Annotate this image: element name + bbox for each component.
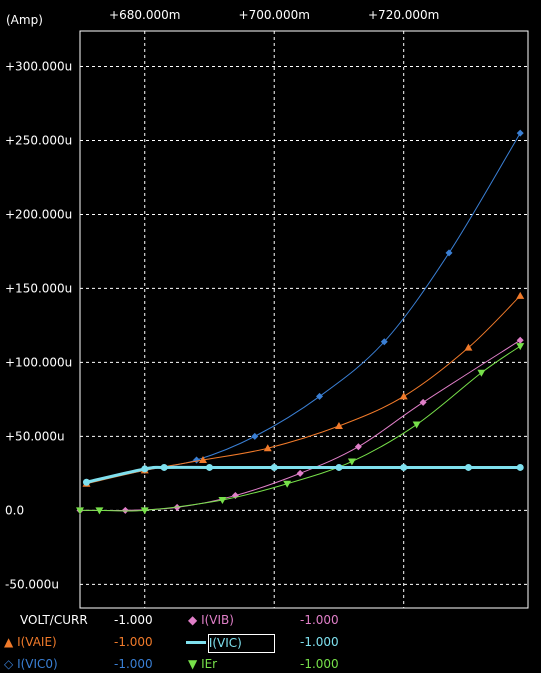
legend-item-ier[interactable]: ▼ IEr [188,657,217,671]
data-point [76,507,84,515]
data-point [516,129,524,137]
data-point [251,432,259,440]
legend-item-value: -1.000 [114,635,153,649]
data-point [412,421,421,429]
data-point [477,369,486,377]
data-point [205,463,213,471]
grid-lines [80,31,528,608]
y-tick-label: +50.000u [5,429,65,443]
y-tick-label: +100.000u [5,355,72,369]
data-point [399,392,408,400]
data-point [218,496,227,504]
y-axis: +300.000u +250.000u +200.000u +150.000u +100… [5,60,72,592]
data-point [316,392,324,400]
series-ivic [82,463,524,486]
plot-area[interactable] [79,30,529,609]
data-point [354,443,362,451]
legend-item-value: -1.000 [300,635,339,649]
data-point [464,463,472,471]
legend-item-label: I(VIC0) [17,657,58,671]
series-layer [76,129,525,515]
legend-item-label: I(VIC) [207,634,275,653]
data-point [380,338,388,346]
triangle-icon: ▲ [4,635,14,649]
y-tick-label: +200.000u [5,207,72,221]
series-ier [76,343,525,515]
data-point [516,343,525,351]
legend-header: VOLT/CURR [20,613,88,627]
data-point [516,463,524,471]
diamond-icon: ◆ [188,613,198,627]
legend-item-ivic0[interactable]: ◇ I(VIC0) [4,657,58,671]
data-point [140,507,149,515]
y-tick-label: +250.000u [5,133,72,147]
y-tick-label: +150.000u [5,281,72,295]
data-point [141,465,149,473]
y-tick-label: +300.000u [5,60,72,74]
legend-item-label: IEr [201,657,218,671]
data-point [95,507,104,515]
y-tick-label: -50.000u [5,577,59,591]
data-point [516,291,525,299]
legend-header-value-wrap: -1.000 [114,613,153,627]
data-point [199,456,208,464]
legend-item-label: I(VIB) [201,613,234,627]
data-point [445,249,453,257]
x-axis: +680.000m +700.000m +720.000m [109,8,439,22]
data-point [82,478,90,486]
y-tick-label: 0.0 [5,503,24,517]
legend-item-ivib[interactable]: ◆ I(VIB) [188,613,234,627]
data-point [334,422,343,430]
legend-item-ivaie[interactable]: ▲ I(VAIE) [4,635,57,649]
data-point [263,444,272,452]
data-point [335,463,343,471]
x-tick-label: +720.000m [368,8,439,22]
legend-item-value: -1.000 [300,613,339,627]
triangle-down-icon: ▼ [188,657,198,671]
data-point [419,398,427,406]
data-point [296,469,304,477]
legend-item-value: -1.000 [114,657,153,671]
data-point [121,506,129,514]
diamond-outline-icon: ◇ [4,657,14,671]
data-point [270,463,278,471]
legend-item-label: I(VAIE) [17,635,57,649]
legend-item-value: -1.000 [300,657,339,671]
x-tick-label: +680.000m [109,8,180,22]
data-point [464,343,473,351]
data-point [400,463,408,471]
data-point [160,463,168,471]
x-tick-label: +700.000m [239,8,310,22]
data-point [283,480,292,488]
legend-header-value: -1.000 [114,613,153,627]
y-unit-label: (Amp) [6,13,43,27]
data-point [347,458,356,466]
legend-header-label: VOLT/CURR [20,613,88,627]
circle-marker-icon [186,641,206,644]
data-point [516,336,524,344]
legend-item-ivic[interactable]: I(VIC) [186,634,275,653]
